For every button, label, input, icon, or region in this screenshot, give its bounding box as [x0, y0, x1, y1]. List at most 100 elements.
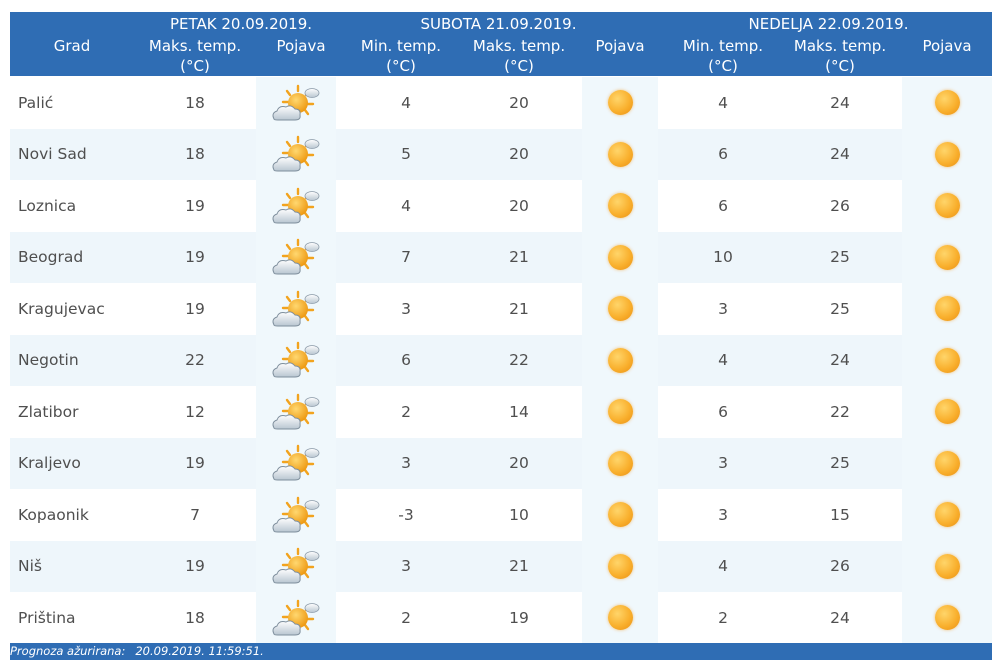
- fri-max-temp: 19: [134, 540, 256, 592]
- sat-weather: [582, 180, 658, 232]
- sunny-icon: [607, 141, 633, 167]
- sat-min-temp: 5: [356, 128, 456, 180]
- sat-max-temp: 19: [456, 592, 582, 644]
- sat-min-temp: 3: [356, 437, 456, 489]
- partly-cloudy-sunny-icon: [272, 239, 320, 275]
- sat-min-temp: 3: [356, 283, 456, 335]
- sun-min-temp: 3: [668, 437, 778, 489]
- sun-min-temp: 4: [668, 77, 778, 129]
- partly-cloudy-sunny-icon: [272, 136, 320, 172]
- table-row: Novi Sad 18: [10, 128, 992, 180]
- fri-weather: [256, 334, 336, 386]
- column-header-sun-min: Min. temp. (°C): [682, 37, 764, 75]
- sunny-icon: [934, 244, 960, 270]
- fri-weather: [256, 231, 336, 283]
- sat-weather: [582, 592, 658, 644]
- sat-max-temp: 21: [456, 540, 582, 592]
- fri-max-temp: 22: [134, 334, 256, 386]
- sat-max-temp: 20: [456, 128, 582, 180]
- sat-min-temp: -3: [356, 489, 456, 541]
- partly-cloudy-sunny-icon: [272, 445, 320, 481]
- sat-weather: [582, 77, 658, 129]
- sun-weather: [902, 283, 992, 335]
- fri-weather: [256, 180, 336, 232]
- sat-max-temp: 10: [456, 489, 582, 541]
- sun-max-temp: 24: [778, 334, 902, 386]
- sun-min-temp: 10: [668, 231, 778, 283]
- column-header-sat-min: Min. temp. (°C): [360, 37, 442, 75]
- sun-min-temp: 4: [668, 540, 778, 592]
- sat-max-temp: 22: [456, 334, 582, 386]
- sunny-icon: [607, 244, 633, 270]
- day-header-sunday: NEDELJA 22.09.2019.: [748, 15, 909, 33]
- fri-weather: [256, 592, 336, 644]
- city-name: Priština: [10, 592, 134, 644]
- partly-cloudy-sunny-icon: [272, 548, 320, 584]
- sunny-icon: [607, 296, 633, 322]
- city-name: Zlatibor: [10, 386, 134, 438]
- sun-min-temp: 3: [668, 283, 778, 335]
- day-header-saturday: SUBOTA 21.09.2019.: [420, 15, 577, 33]
- fri-weather: [256, 437, 336, 489]
- sat-min-temp: 4: [356, 77, 456, 129]
- column-header-city: Grad: [53, 37, 91, 55]
- sunny-icon: [934, 141, 960, 167]
- update-timestamp: 20.09.2019. 11:59:51.: [135, 644, 264, 658]
- column-header-fri-pojava: Pojava: [276, 37, 326, 55]
- fri-max-temp: 19: [134, 437, 256, 489]
- sun-min-temp: 6: [668, 128, 778, 180]
- city-name: Beograd: [10, 231, 134, 283]
- sun-min-temp: 3: [668, 489, 778, 541]
- sun-max-temp: 26: [778, 540, 902, 592]
- sat-max-temp: 21: [456, 231, 582, 283]
- sat-weather: [582, 437, 658, 489]
- column-header-sat-max: Maks. temp. (°C): [472, 37, 566, 75]
- sat-max-temp: 21: [456, 283, 582, 335]
- table-row: Loznica 19: [10, 180, 992, 232]
- fri-weather: [256, 283, 336, 335]
- sat-weather: [582, 540, 658, 592]
- sun-weather: [902, 180, 992, 232]
- sun-min-temp: 2: [668, 592, 778, 644]
- sunny-icon: [607, 553, 633, 579]
- day-header-friday: PETAK 20.09.2019.: [169, 15, 313, 33]
- sun-max-temp: 15: [778, 489, 902, 541]
- sunny-icon: [934, 296, 960, 322]
- sunny-icon: [934, 450, 960, 476]
- table-row: Beograd 19: [10, 231, 992, 283]
- sun-max-temp: 22: [778, 386, 902, 438]
- fri-weather: [256, 386, 336, 438]
- sunny-icon: [934, 193, 960, 219]
- sun-max-temp: 24: [778, 592, 902, 644]
- sunny-icon: [607, 502, 633, 528]
- partly-cloudy-sunny-icon: [272, 84, 320, 121]
- fri-max-temp: 7: [134, 489, 256, 541]
- sun-max-temp: 25: [778, 437, 902, 489]
- update-footer: Prognoza ažurirana: 20.09.2019. 11:59:51.: [10, 643, 992, 660]
- table-row: Priština 18: [10, 592, 992, 644]
- city-name: Kragujevac: [10, 283, 134, 335]
- sat-min-temp: 3: [356, 540, 456, 592]
- partly-cloudy-sunny-icon: [272, 393, 320, 430]
- sat-weather: [582, 283, 658, 335]
- fri-max-temp: 18: [134, 592, 256, 644]
- sun-weather: [902, 231, 992, 283]
- fri-weather: [256, 77, 336, 129]
- column-header-sun-max: Maks. temp. (°C): [793, 37, 887, 75]
- sat-max-temp: 14: [456, 386, 582, 438]
- sunny-icon: [607, 347, 633, 373]
- table-row: Palić 18: [10, 77, 992, 129]
- sunny-icon: [934, 399, 960, 425]
- table-row: Zlatibor 12: [10, 386, 992, 438]
- sun-weather: [902, 489, 992, 541]
- sun-weather: [902, 386, 992, 438]
- fri-max-temp: 12: [134, 386, 256, 438]
- city-name: Loznica: [10, 180, 134, 232]
- sun-max-temp: 26: [778, 180, 902, 232]
- sunny-icon: [934, 502, 960, 528]
- city-name: Novi Sad: [10, 128, 134, 180]
- partly-cloudy-sunny-icon: [272, 342, 320, 378]
- sun-weather: [902, 77, 992, 129]
- fri-max-temp: 18: [134, 77, 256, 129]
- city-name: Niš: [10, 540, 134, 592]
